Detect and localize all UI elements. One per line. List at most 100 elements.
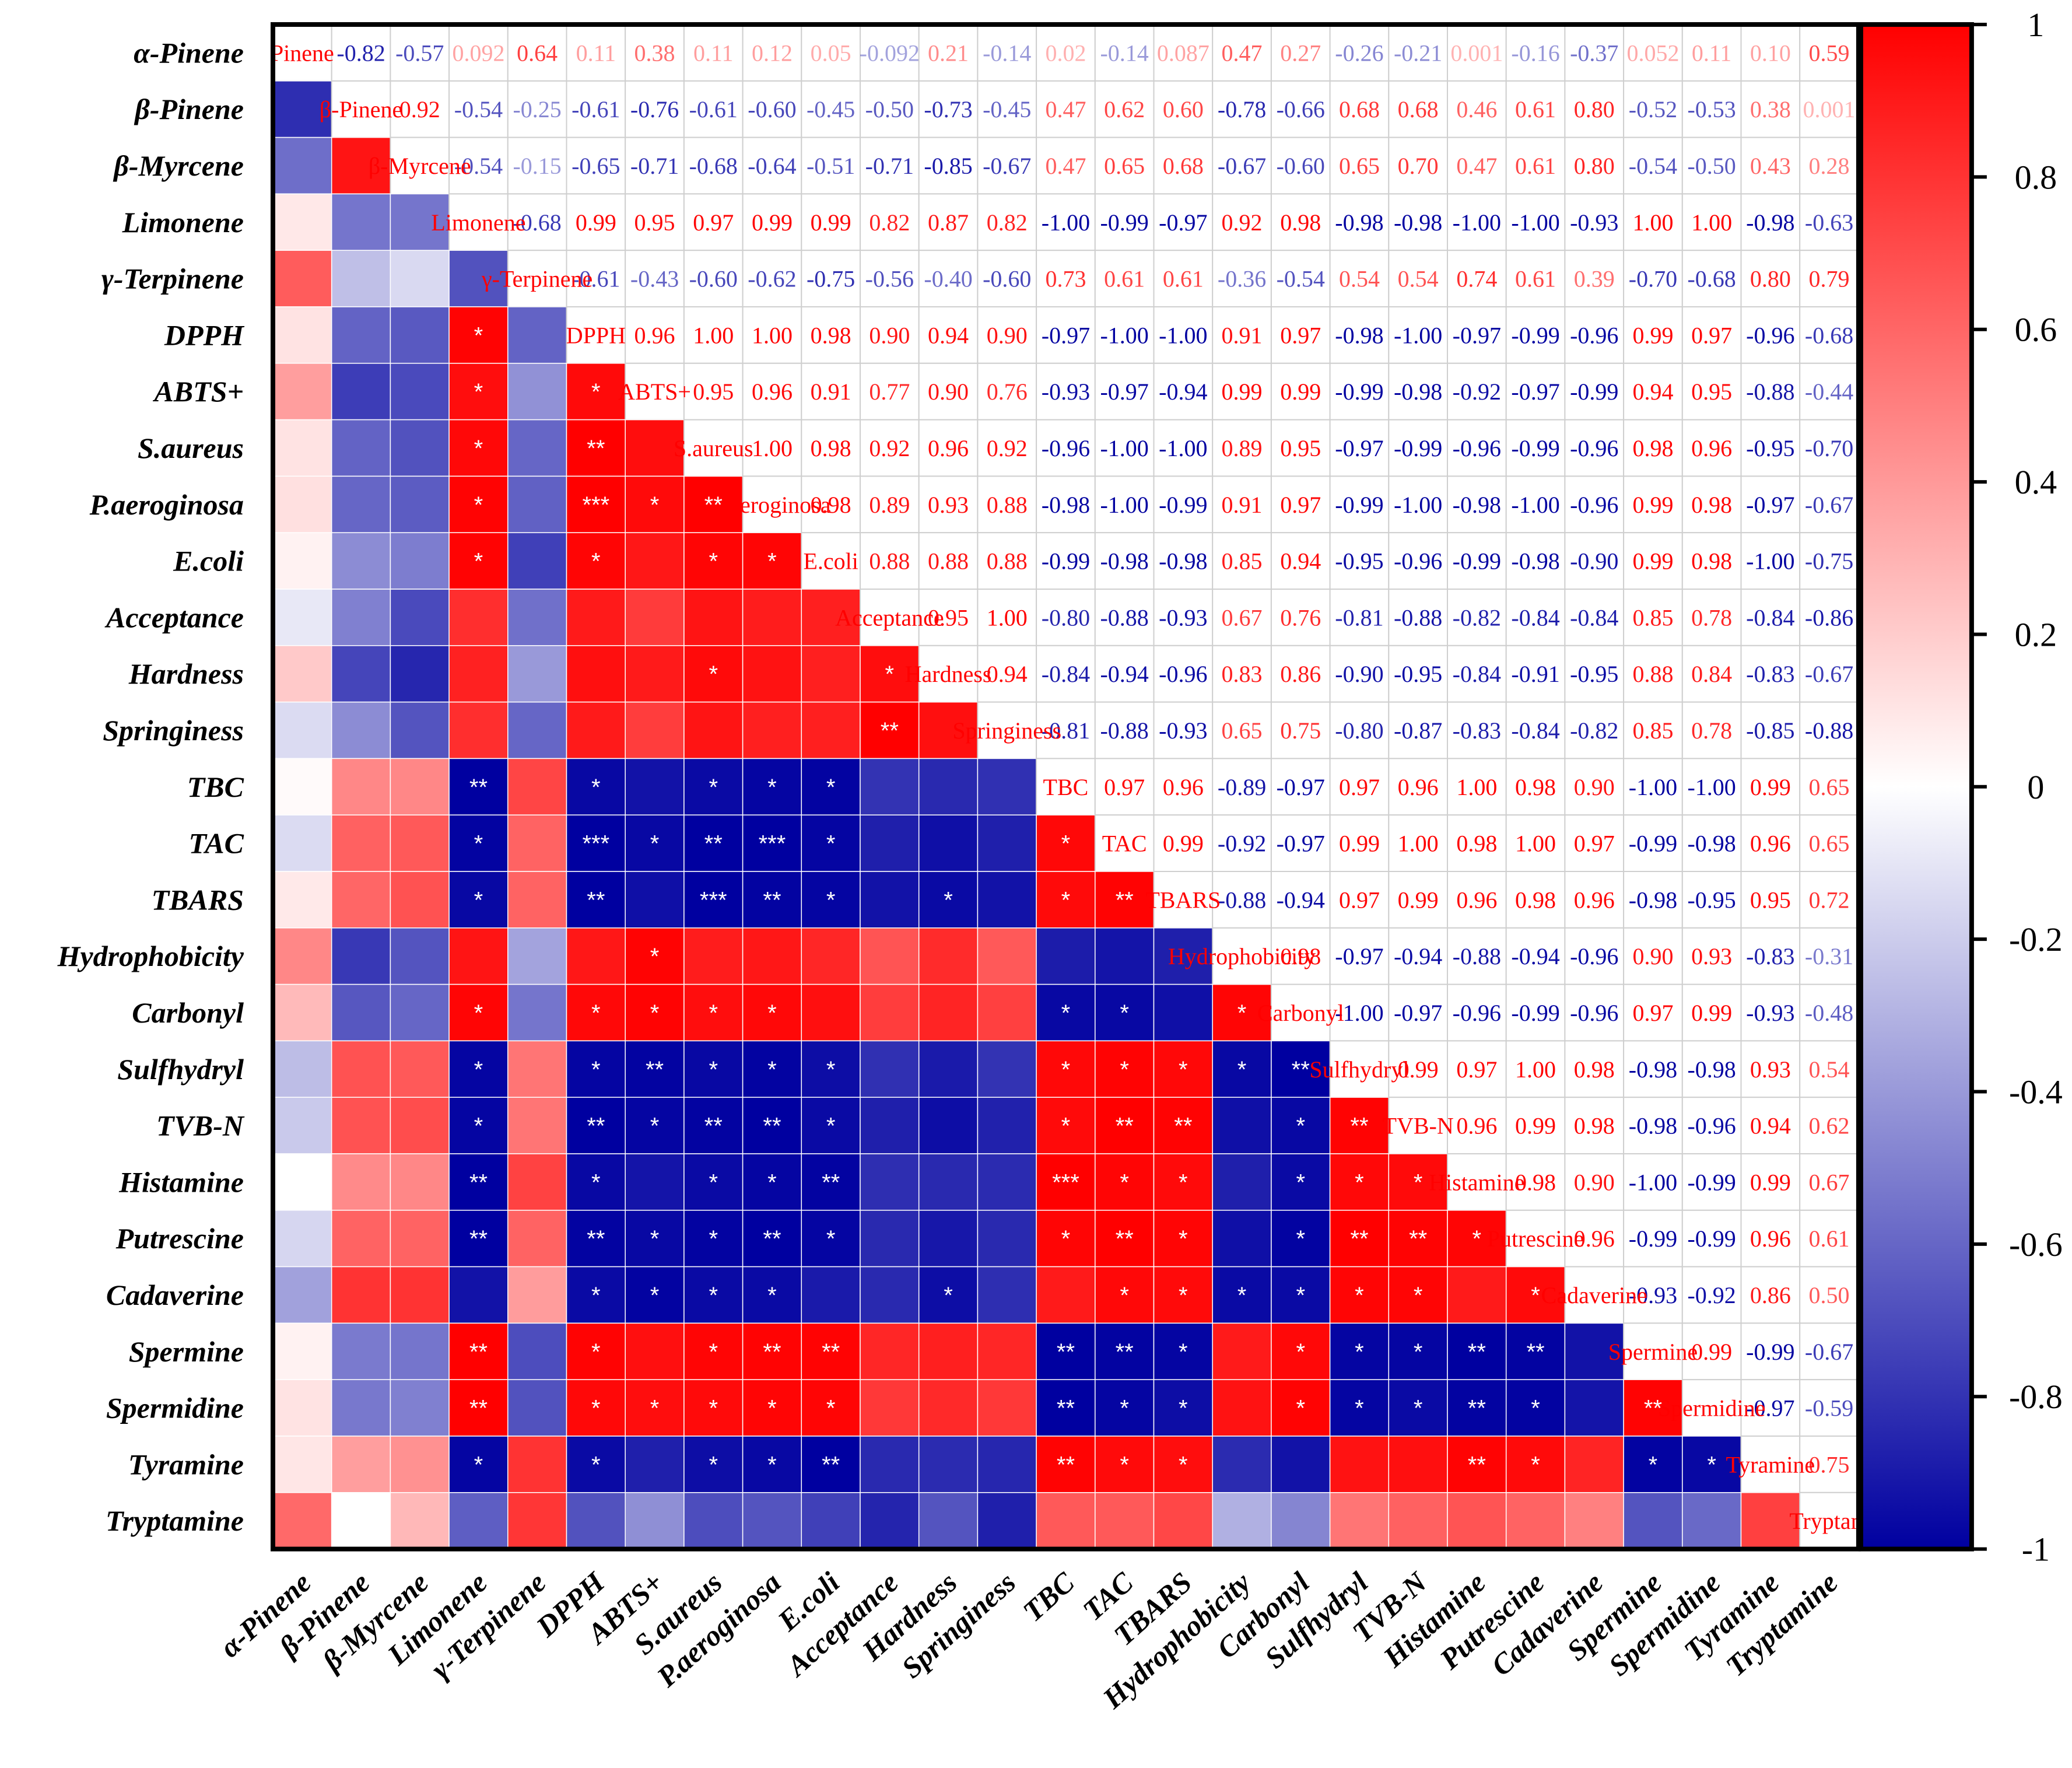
row-label: β-Myrcene (113, 149, 244, 182)
significance-mark: ** (1116, 1114, 1134, 1139)
significance-mark: * (474, 1452, 483, 1478)
correlation-value: -0.99 (1511, 435, 1559, 461)
correlation-value: -0.96 (1159, 661, 1207, 687)
significance-mark: ** (763, 887, 781, 913)
heatmap-cell (860, 1097, 920, 1154)
correlation-value: 0.47 (1456, 153, 1497, 179)
heatmap-cell (1212, 645, 1272, 703)
significance-mark: * (1061, 1114, 1071, 1139)
heatmap-cell (1564, 814, 1625, 872)
correlation-value: -0.98 (1629, 1113, 1677, 1139)
heatmap-cell (860, 645, 920, 703)
correlation-value: 0.85 (1632, 604, 1673, 631)
correlation-value: -0.97 (1746, 492, 1794, 518)
significance-mark: * (767, 775, 777, 800)
correlation-value: -0.45 (983, 96, 1031, 122)
heatmap-cell (1036, 306, 1096, 364)
significance-mark: ** (822, 1339, 840, 1365)
significance-mark: ** (763, 1339, 781, 1365)
correlation-value: 0.97 (1339, 774, 1380, 800)
heatmap-cell (918, 1040, 979, 1098)
correlation-value: -0.84 (1511, 604, 1559, 631)
heatmap-cell (625, 701, 685, 759)
correlation-value: 0.96 (1574, 1226, 1615, 1252)
correlation-value: 0.59 (1809, 40, 1850, 66)
heatmap-cell (1623, 1153, 1683, 1211)
heatmap-cell (1681, 1097, 1742, 1154)
heatmap-cell (1623, 589, 1683, 646)
significance-mark: ** (469, 1170, 488, 1195)
significance-mark: * (1473, 1226, 1482, 1252)
heatmap-cell (977, 983, 1037, 1042)
correlation-value: -0.96 (1746, 322, 1794, 348)
correlation-value: -0.82 (1570, 717, 1618, 744)
correlation-value: 0.61 (1515, 266, 1556, 292)
correlation-value: -0.99 (1394, 435, 1442, 461)
significance-mark: * (1179, 1396, 1188, 1422)
correlation-value: -0.93 (1746, 1000, 1794, 1026)
correlation-value: -0.81 (1042, 717, 1090, 744)
heatmap-cell (390, 983, 450, 1042)
heatmap-cell (1447, 1040, 1507, 1098)
significance-mark: * (767, 1170, 777, 1195)
heatmap-cell (1623, 983, 1683, 1042)
correlation-value: -0.52 (1629, 96, 1677, 122)
correlation-value: -0.73 (924, 96, 972, 122)
heatmap-cell (1095, 1492, 1155, 1550)
significance-mark: * (767, 1452, 777, 1478)
heatmap-cell (1153, 1266, 1213, 1324)
heatmap-cell (1564, 871, 1625, 929)
heatmap-cell (742, 927, 802, 985)
correlation-value: 1.00 (1398, 831, 1439, 857)
heatmap-cell (507, 1436, 567, 1493)
heatmap-cell (1799, 1153, 1859, 1211)
heatmap-cell (1036, 250, 1096, 308)
correlation-value: -0.54 (454, 96, 503, 122)
heatmap-cell (918, 136, 979, 195)
heatmap-cell (625, 983, 685, 1042)
heatmap-cell (272, 983, 332, 1042)
heatmap-cell (1681, 1209, 1742, 1268)
correlation-value: 0.54 (1398, 266, 1439, 292)
correlation-value: -0.96 (1453, 1000, 1501, 1026)
heatmap-cell (683, 419, 744, 477)
heatmap-cell (801, 1492, 861, 1550)
heatmap-cell (683, 250, 744, 308)
correlation-value: 0.96 (1691, 435, 1732, 461)
heatmap-cell (742, 1097, 802, 1154)
heatmap-cell (1212, 1040, 1272, 1098)
heatmap-cell (977, 136, 1037, 195)
heatmap-cell (448, 589, 509, 646)
heatmap-cell (1271, 1322, 1331, 1380)
heatmap-cell (918, 758, 979, 815)
heatmap-cell (1564, 24, 1625, 82)
heatmap-cell (272, 136, 332, 195)
correlation-value: -0.84 (1746, 604, 1794, 631)
correlation-value: -1.00 (1100, 435, 1148, 461)
significance-mark: * (826, 887, 836, 913)
heatmap-cell (860, 1379, 920, 1437)
heatmap-cell (860, 1040, 920, 1098)
correlation-value: -0.63 (1805, 209, 1853, 236)
heatmap-cell (860, 1266, 920, 1324)
heatmap-cell (977, 1097, 1037, 1154)
correlation-value: -0.80 (1335, 717, 1383, 744)
correlation-value: -0.99 (1159, 492, 1207, 518)
correlation-value: 0.39 (1574, 266, 1615, 292)
correlation-value: 0.79 (1809, 266, 1850, 292)
heatmap-cell (1329, 1210, 1390, 1268)
heatmap-cell (683, 983, 744, 1042)
significance-mark: * (650, 944, 660, 969)
correlation-value: 0.89 (1222, 435, 1263, 461)
heatmap-cell (507, 983, 567, 1042)
correlation-value: -0.93 (1159, 604, 1207, 631)
significance-mark: * (1414, 1396, 1423, 1422)
heatmap-cell (1681, 645, 1742, 703)
correlation-value: 0.98 (1456, 831, 1497, 857)
correlation-value: 0.88 (928, 548, 969, 575)
heatmap-cell (1740, 1266, 1801, 1324)
significance-mark: ** (1057, 1452, 1075, 1478)
diagonal-label: Hydrophobicity (1168, 943, 1316, 969)
heatmap-cell (1740, 645, 1801, 703)
